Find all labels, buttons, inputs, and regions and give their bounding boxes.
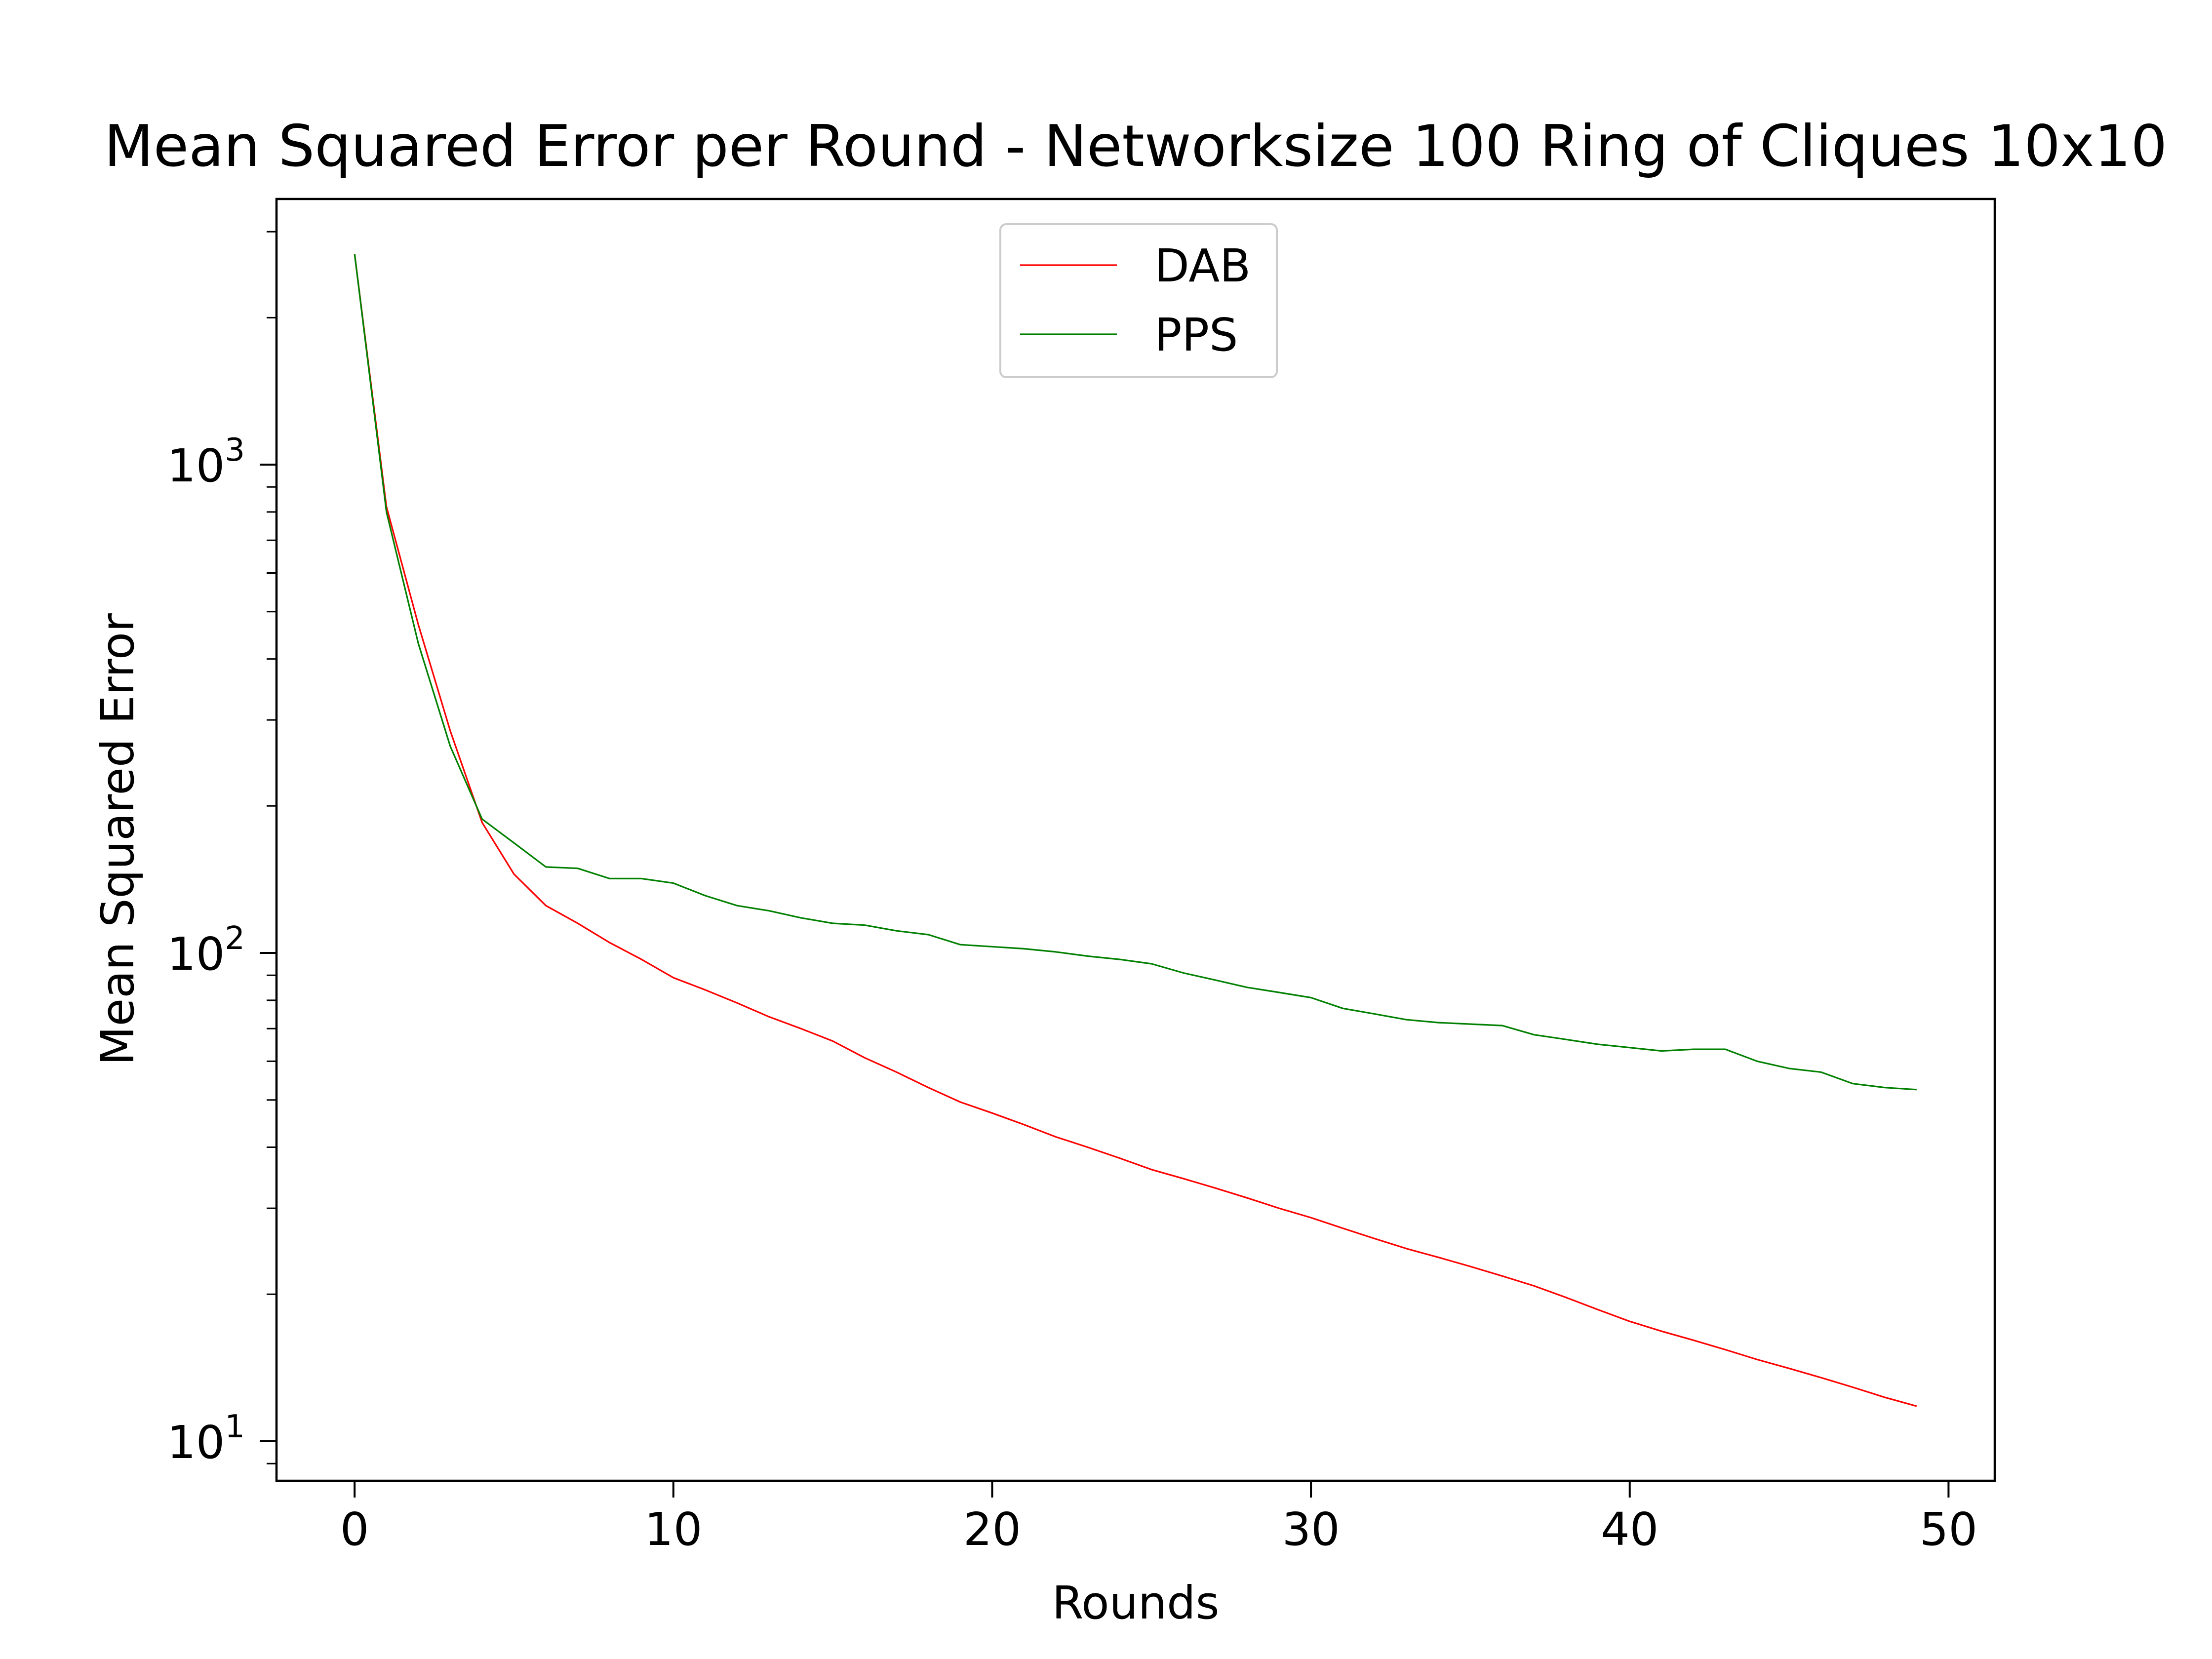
x-tick-label: 30: [1282, 1503, 1340, 1556]
x-tick-label: 10: [644, 1503, 702, 1556]
x-axis-label: Rounds: [1052, 1577, 1219, 1629]
x-tick-label: 20: [963, 1503, 1021, 1556]
series-line-dab: [354, 254, 1917, 1407]
y-axis-label: Mean Squared Error: [91, 613, 144, 1066]
y-tick-label: 101: [167, 1409, 245, 1469]
legend-label-pps: PPS: [1154, 309, 1238, 361]
x-tick-label: 0: [340, 1503, 369, 1556]
legend: DAB PPS: [999, 223, 1278, 378]
chart-title: Mean Squared Error per Round - Networksi…: [104, 113, 2168, 180]
x-axis: 0 10 20 30 40 50: [340, 1481, 1977, 1556]
x-tick-label: 40: [1601, 1503, 1659, 1556]
series-line-pps: [354, 254, 1917, 1091]
y-tick-label: 102: [167, 920, 245, 981]
legend-label-dab: DAB: [1154, 239, 1251, 292]
y-tick-label: 103: [167, 432, 245, 492]
legend-box: [999, 223, 1278, 378]
y-axis: 101 102 103: [167, 231, 276, 1469]
plot-frame: [275, 198, 1996, 1482]
series-lines: [354, 254, 1917, 1407]
x-tick-label: 50: [1920, 1503, 1977, 1556]
